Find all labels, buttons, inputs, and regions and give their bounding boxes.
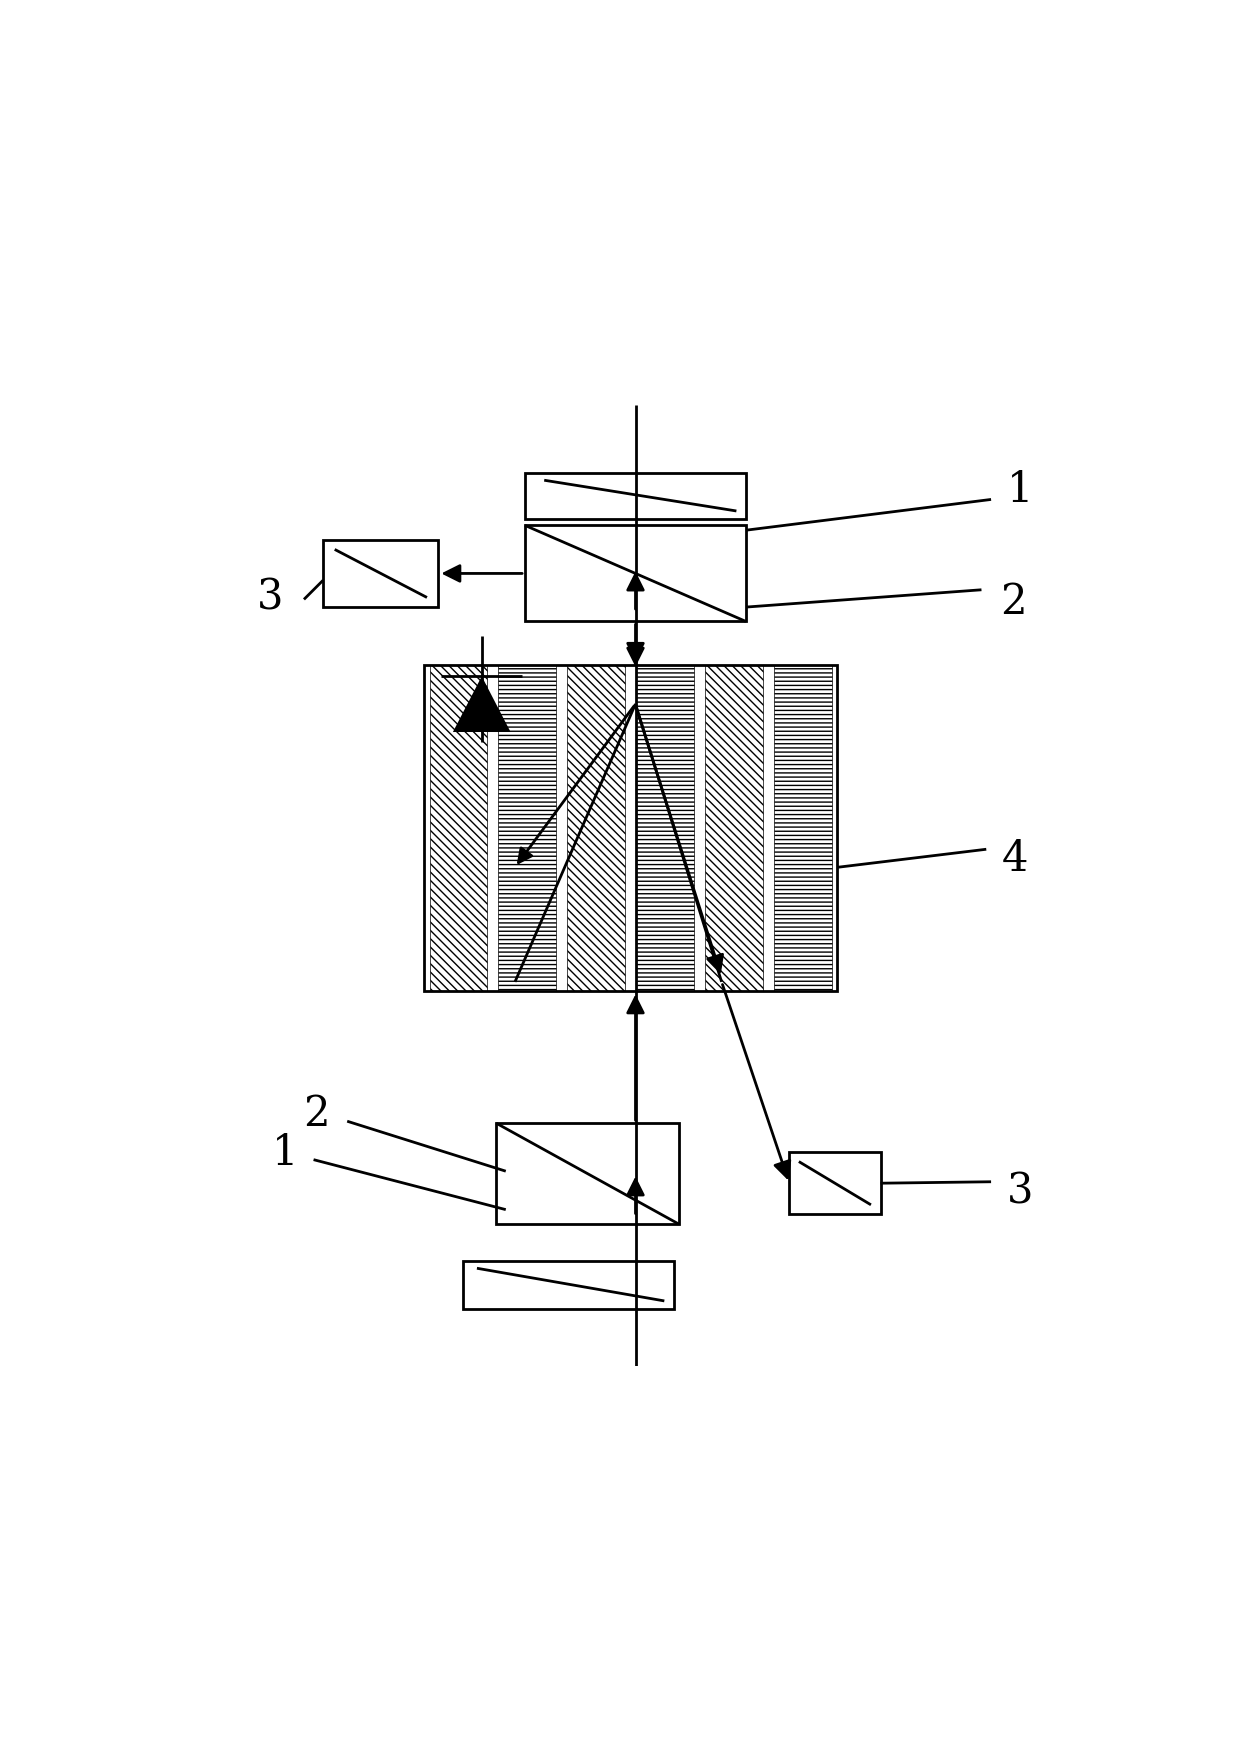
Text: 1: 1: [272, 1131, 298, 1173]
Text: 2: 2: [999, 581, 1027, 623]
Bar: [774, 665, 832, 991]
Bar: [424, 665, 837, 991]
Text: 4: 4: [1002, 838, 1028, 881]
Bar: [324, 540, 439, 607]
Text: 3: 3: [257, 577, 284, 619]
Bar: [463, 1261, 675, 1308]
Bar: [706, 665, 763, 991]
Polygon shape: [453, 677, 511, 731]
Text: 1: 1: [1007, 468, 1033, 510]
Bar: [525, 472, 746, 519]
Bar: [789, 1152, 880, 1214]
Text: 2: 2: [303, 1093, 330, 1135]
Bar: [496, 1123, 678, 1224]
Bar: [636, 665, 694, 991]
Bar: [525, 526, 746, 621]
Bar: [498, 665, 557, 991]
Bar: [568, 665, 625, 991]
Text: 3: 3: [1007, 1170, 1033, 1212]
Bar: [429, 665, 487, 991]
